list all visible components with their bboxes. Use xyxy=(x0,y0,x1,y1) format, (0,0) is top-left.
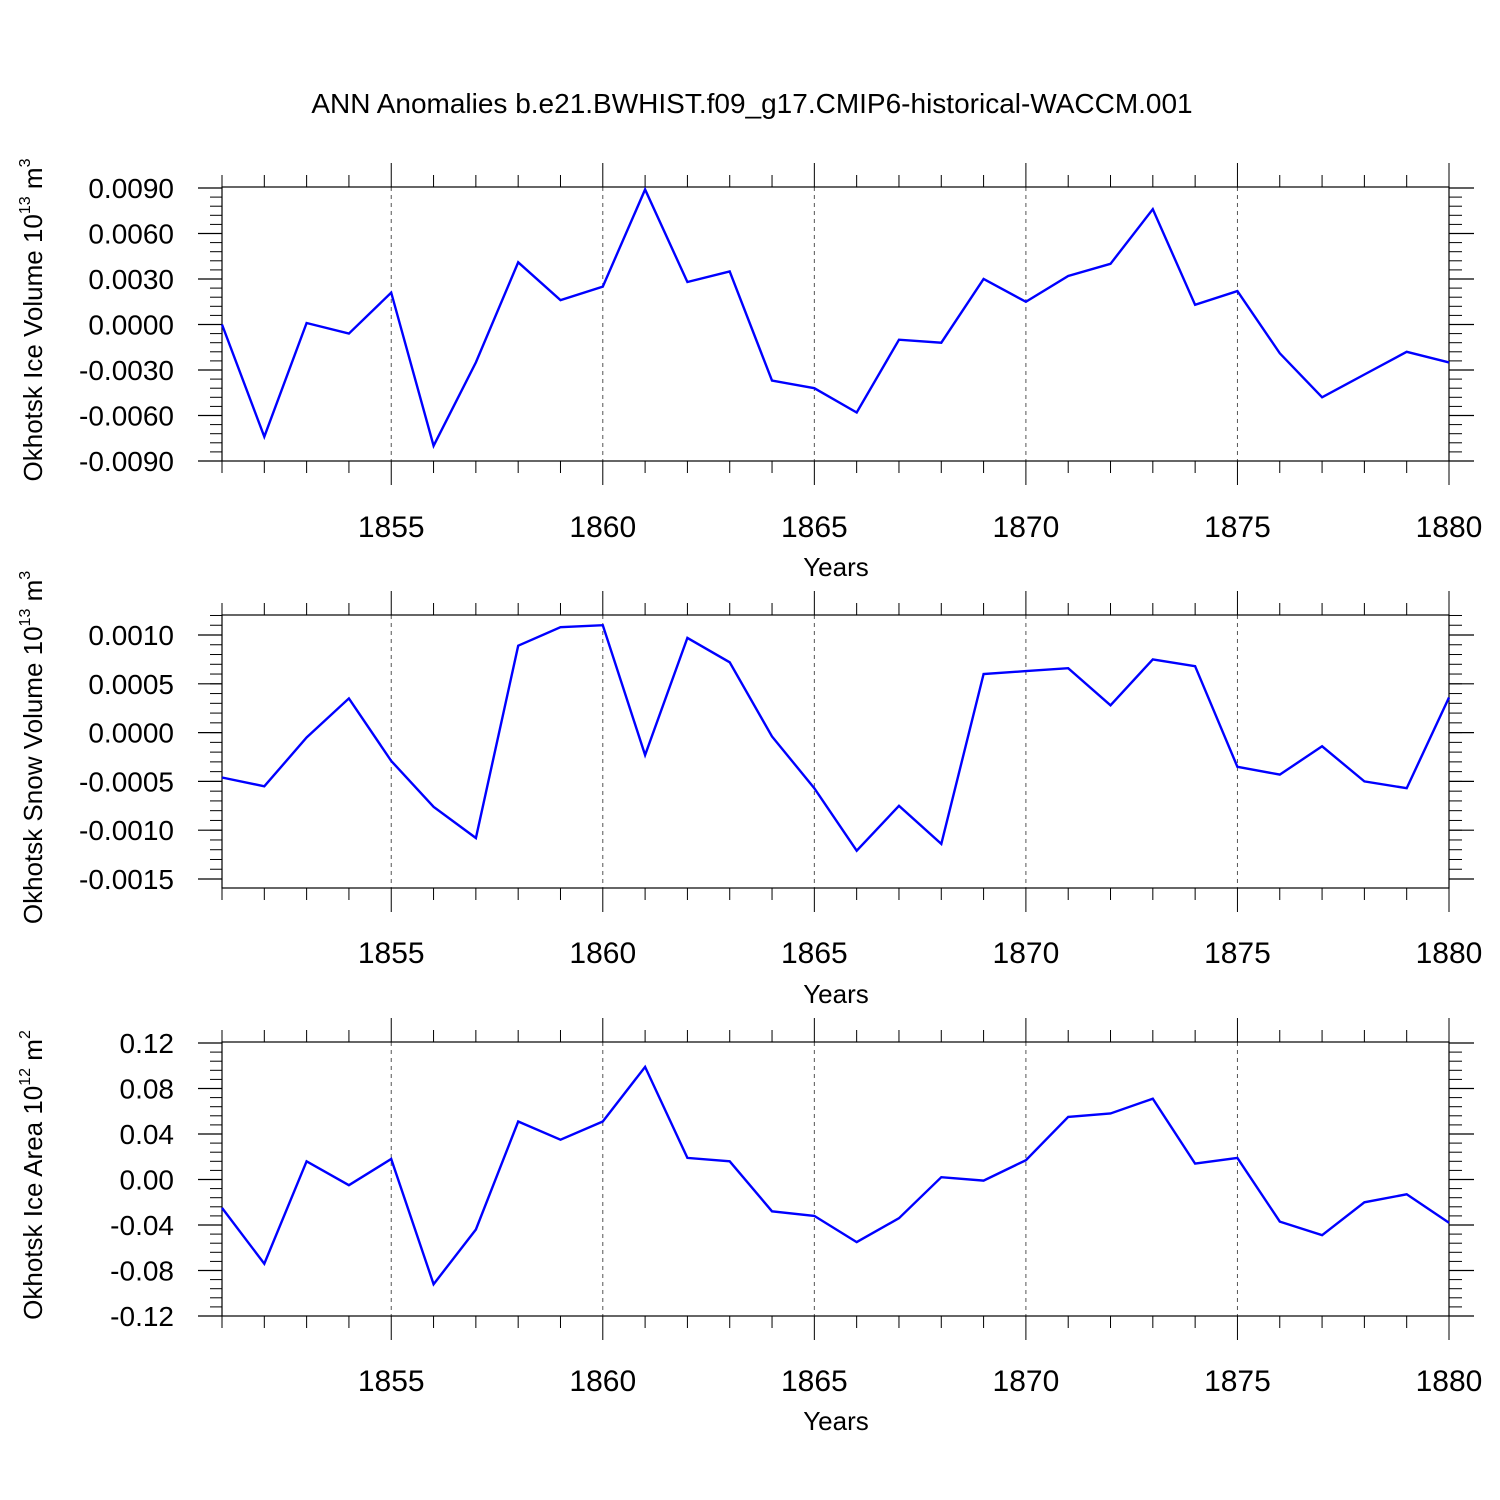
y-tick-label: -0.0030 xyxy=(79,355,174,386)
y-tick-label: -0.0005 xyxy=(79,766,174,797)
chart-panel-1: -0.0090 -0.0060 -0.0030 0.0000 0.0030 0.0060 0… xyxy=(17,158,1482,582)
plot-frame xyxy=(221,186,1450,462)
y-tick-label: -0.0010 xyxy=(79,815,174,846)
series-line xyxy=(220,186,1450,450)
y-tick-label: -0.0060 xyxy=(79,401,174,432)
y-tick-label: 0.0090 xyxy=(88,173,174,204)
y-axis-label: Okhotsk Ice Volume 1013 m3 xyxy=(17,158,48,481)
x-tick-label: 1880 xyxy=(1416,937,1483,970)
x-tick-label: 1865 xyxy=(781,511,848,544)
chart-panel-2: -0.0015 -0.0010 -0.0005 0.0000 0.0005 0.0010 1… xyxy=(17,571,1482,1009)
x-tick-label: 1880 xyxy=(1416,511,1483,544)
y-tick-label: -0.12 xyxy=(110,1301,174,1332)
series-line xyxy=(221,1064,1450,1287)
chart-panel-3: -0.12 -0.08 -0.04 0.00 0.04 0.08 0.12 1855 1860 1… xyxy=(17,1018,1482,1436)
x-tick-label: 1875 xyxy=(1204,511,1271,544)
y-axis-label: Okhotsk Snow Volume 1013 m3 xyxy=(17,571,48,924)
y-tick-label: 0.0010 xyxy=(88,620,174,651)
x-tick-label: 1855 xyxy=(358,511,425,544)
x-tick-label: 1860 xyxy=(569,1365,636,1398)
x-axis-label: Years xyxy=(803,552,869,582)
x-tick-label: 1855 xyxy=(358,1365,425,1398)
y-tick-label: 0.0005 xyxy=(88,669,174,700)
x-tick-label: 1865 xyxy=(781,1365,848,1398)
y-tick-label: -0.08 xyxy=(110,1256,174,1287)
x-tick-label: 1880 xyxy=(1416,1365,1483,1398)
series-line xyxy=(221,623,1451,853)
x-tick-label: 1860 xyxy=(569,511,636,544)
x-tick-label: 1860 xyxy=(569,937,636,970)
y-tick-label: 0.0060 xyxy=(88,219,174,250)
x-tick-label: 1875 xyxy=(1204,1365,1271,1398)
plot-frame xyxy=(221,1041,1450,1317)
chart-title: ANN Anomalies b.e21.BWHIST.f09_g17.CMIP6… xyxy=(311,88,1192,119)
x-tick-label: 1870 xyxy=(993,1365,1060,1398)
y-tick-label: -0.04 xyxy=(110,1210,174,1241)
y-tick-label: 0.08 xyxy=(120,1074,175,1105)
y-tick-label: 0.0030 xyxy=(88,264,174,295)
x-axis-label: Years xyxy=(803,1406,869,1436)
y-axis-label: Okhotsk Ice Area 1012 m2 xyxy=(17,1030,48,1320)
x-tick-label: 1870 xyxy=(993,937,1060,970)
x-tick-label: 1855 xyxy=(358,937,425,970)
x-tick-label: 1865 xyxy=(781,937,848,970)
plot-frame xyxy=(221,614,1450,889)
x-axis-label: Years xyxy=(803,979,869,1009)
y-tick-label: 0.00 xyxy=(120,1165,175,1196)
x-tick-label: 1875 xyxy=(1204,937,1271,970)
y-tick-label: -0.0090 xyxy=(79,446,174,477)
y-tick-label: 0.0000 xyxy=(88,718,174,749)
y-tick-label: 0.04 xyxy=(120,1119,175,1150)
x-tick-label: 1870 xyxy=(993,511,1060,544)
y-tick-label: -0.0015 xyxy=(79,864,174,895)
y-tick-label: 0.0000 xyxy=(88,310,174,341)
y-tick-label: 0.12 xyxy=(120,1028,175,1059)
